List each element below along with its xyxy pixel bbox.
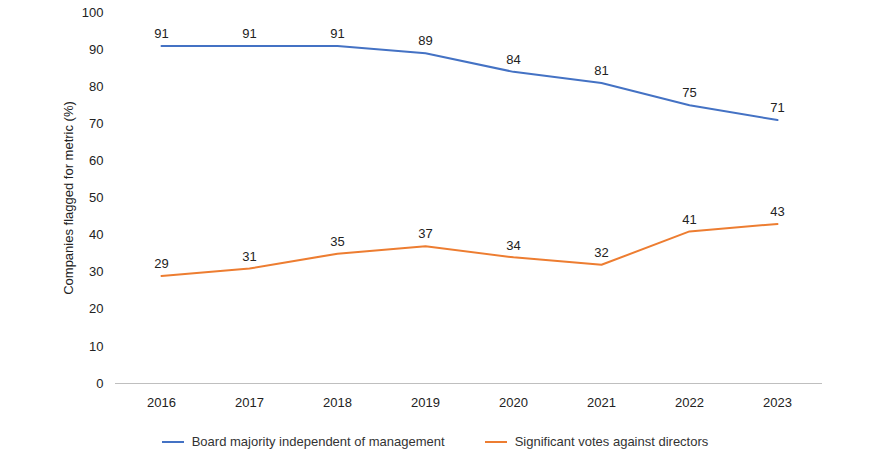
svg-text:2021: 2021 (587, 395, 616, 410)
svg-text:41: 41 (682, 212, 696, 227)
svg-text:50: 50 (89, 190, 103, 205)
svg-text:20: 20 (89, 301, 103, 316)
svg-text:2022: 2022 (675, 395, 704, 410)
svg-text:2018: 2018 (323, 395, 352, 410)
svg-text:75: 75 (682, 85, 696, 100)
svg-text:34: 34 (506, 238, 520, 253)
svg-text:70: 70 (89, 116, 103, 131)
svg-text:84: 84 (506, 52, 520, 67)
svg-text:80: 80 (89, 79, 103, 94)
svg-text:31: 31 (242, 249, 256, 264)
svg-text:90: 90 (89, 42, 103, 57)
svg-text:81: 81 (594, 63, 608, 78)
svg-text:91: 91 (330, 26, 344, 41)
svg-text:Companies flagged for metric (: Companies flagged for metric (%) (61, 101, 76, 295)
svg-text:60: 60 (89, 153, 103, 168)
svg-text:91: 91 (154, 26, 168, 41)
svg-text:2019: 2019 (411, 395, 440, 410)
svg-text:100: 100 (82, 5, 104, 20)
svg-text:32: 32 (594, 245, 608, 260)
svg-text:43: 43 (770, 204, 784, 219)
svg-text:10: 10 (89, 339, 103, 354)
svg-text:0: 0 (96, 376, 103, 391)
svg-text:2020: 2020 (499, 395, 528, 410)
svg-text:2023: 2023 (763, 395, 792, 410)
svg-text:37: 37 (418, 226, 432, 241)
svg-text:91: 91 (242, 26, 256, 41)
svg-text:29: 29 (154, 256, 168, 271)
svg-text:35: 35 (330, 234, 344, 249)
html-text:Board majority independent of: Board majority independent of management (191, 434, 445, 449)
svg-text:30: 30 (89, 264, 103, 279)
svg-text:89: 89 (418, 33, 432, 48)
svg-text:71: 71 (770, 100, 784, 115)
svg-text:2016: 2016 (147, 395, 176, 410)
html-text:Significant votes against dire: Significant votes against directors (514, 434, 709, 449)
svg-text:2017: 2017 (235, 395, 264, 410)
svg-text:40: 40 (89, 227, 103, 242)
